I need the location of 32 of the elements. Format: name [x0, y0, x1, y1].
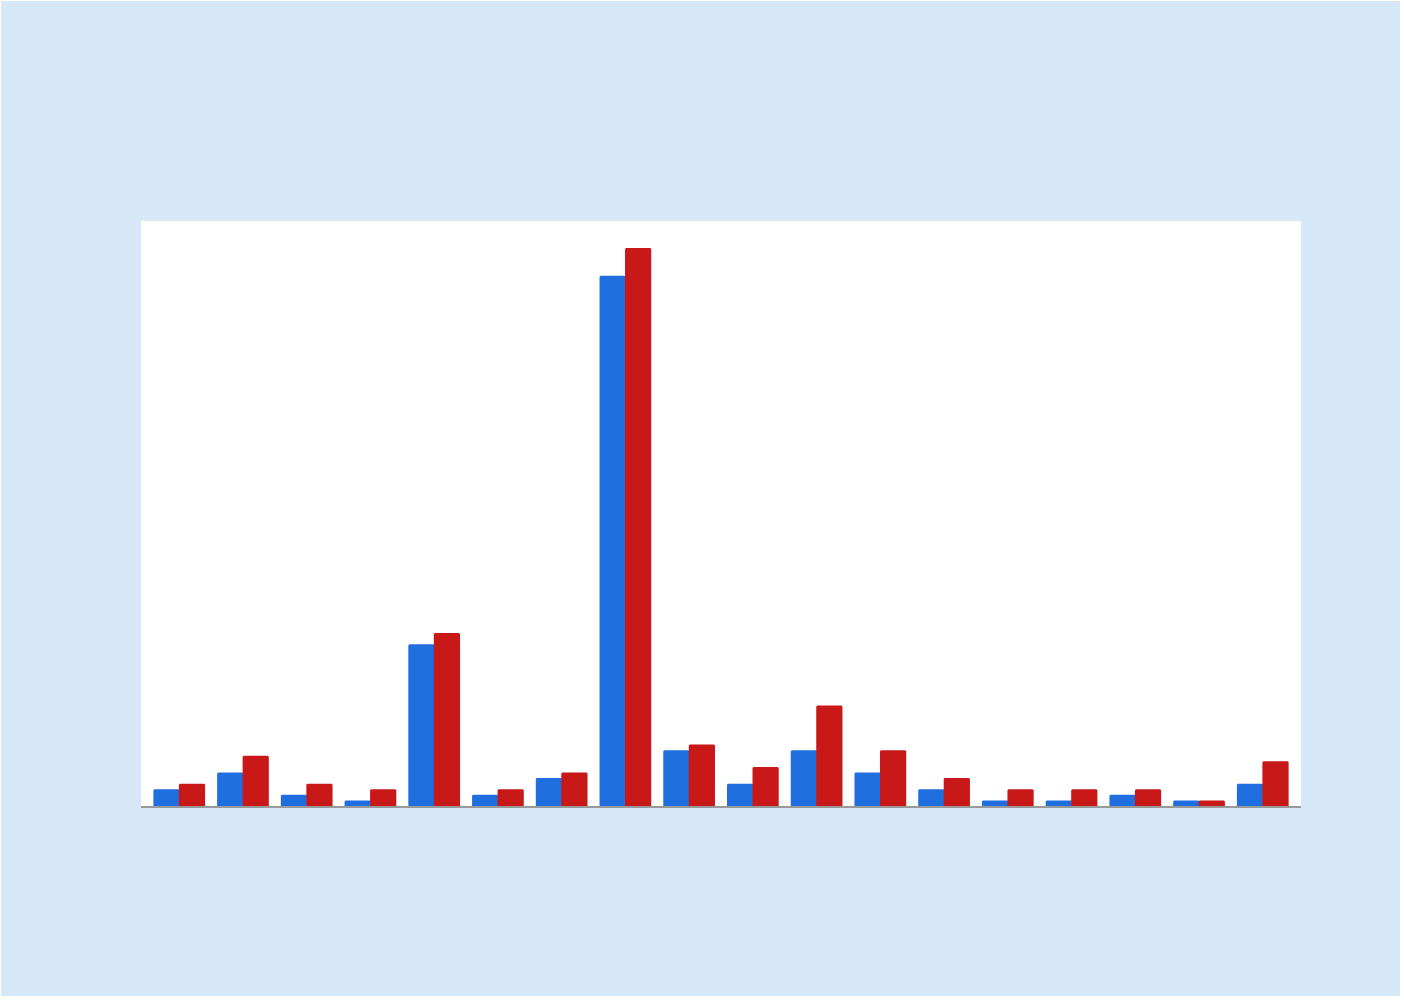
bar — [1134, 789, 1162, 807]
bar — [306, 783, 333, 807]
bar — [816, 705, 843, 807]
bar — [370, 789, 397, 807]
bar — [1109, 794, 1136, 807]
bar — [599, 275, 626, 807]
bar — [1071, 789, 1098, 807]
bar — [217, 772, 244, 807]
bar — [752, 766, 779, 807]
bar — [242, 755, 269, 807]
bar — [943, 778, 970, 807]
bar — [879, 750, 907, 807]
bar — [153, 789, 180, 807]
bar — [663, 750, 690, 807]
bar — [408, 644, 435, 807]
bar — [178, 783, 206, 807]
bar — [472, 794, 499, 807]
bar — [1173, 800, 1200, 807]
bar — [625, 247, 652, 807]
bar — [1262, 761, 1289, 807]
bar — [535, 778, 563, 807]
bar — [1236, 783, 1264, 807]
bar — [1007, 789, 1034, 807]
bar — [688, 744, 715, 807]
bar — [727, 783, 754, 807]
bar — [497, 789, 524, 807]
bar — [918, 789, 945, 807]
bar — [854, 772, 881, 807]
bar — [790, 750, 817, 807]
bar — [433, 632, 461, 807]
bar — [561, 772, 588, 807]
bar — [1198, 800, 1225, 807]
